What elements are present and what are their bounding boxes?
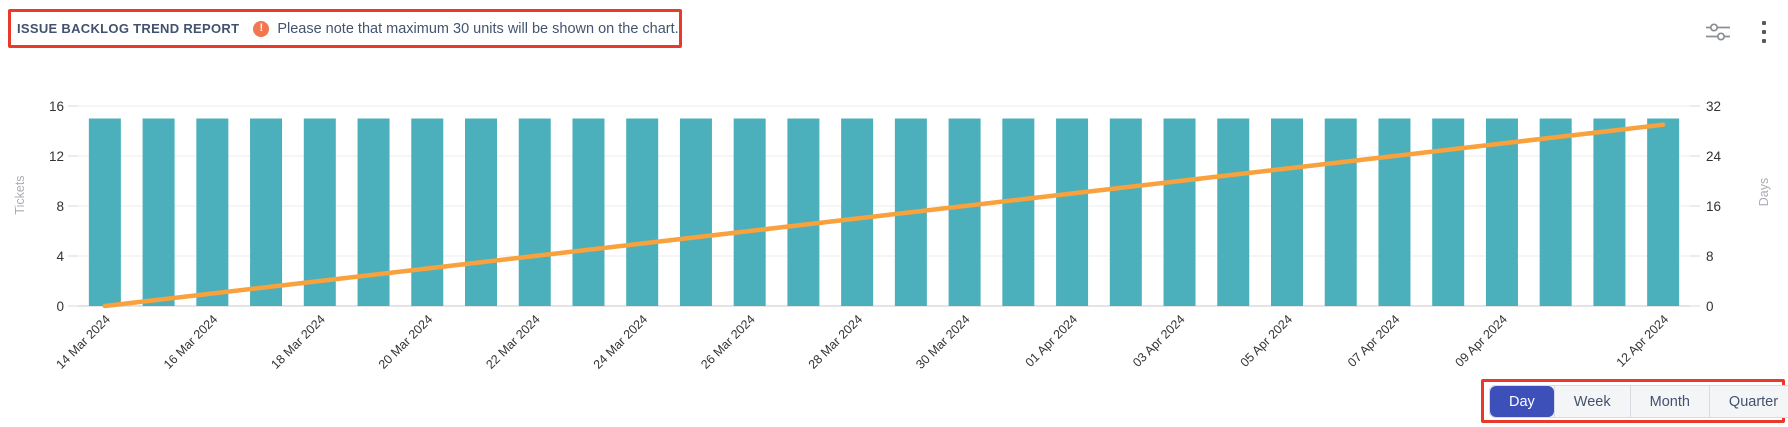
bar[interactable]: [1271, 118, 1303, 307]
x-axis-tick-label: 12 Apr 2024: [1614, 312, 1672, 370]
right-axis-tick-label: 32: [1706, 99, 1721, 114]
period-switcher: Day Week Month Quarter: [1489, 385, 1788, 418]
bar[interactable]: [250, 118, 283, 307]
x-axis-tick-label: 16 Mar 2024: [161, 312, 221, 372]
trend-line[interactable]: [102, 122, 1666, 309]
period-button-quarter[interactable]: Quarter: [1708, 386, 1788, 417]
bar[interactable]: [1217, 118, 1250, 307]
x-axis-tick-label: 18 Mar 2024: [268, 312, 328, 372]
bar[interactable]: [572, 118, 605, 307]
bar[interactable]: [303, 118, 336, 307]
period-button-week[interactable]: Week: [1553, 386, 1630, 417]
bar[interactable]: [1002, 118, 1035, 307]
left-axis-tick-label: 12: [49, 149, 64, 164]
x-axis-tick-label: 05 Apr 2024: [1238, 312, 1296, 370]
bar[interactable]: [1056, 118, 1089, 307]
right-axis-tick-label: 24: [1706, 149, 1722, 164]
left-axis-tick-label: 8: [56, 199, 64, 214]
period-button-day[interactable]: Day: [1490, 386, 1554, 417]
bar[interactable]: [1163, 118, 1196, 307]
bar[interactable]: [1324, 118, 1357, 307]
x-axis-tick-label: 28 Mar 2024: [806, 312, 866, 372]
right-axis-tick-label: 0: [1706, 299, 1714, 314]
report-title: ISSUE BACKLOG TREND REPORT: [17, 21, 240, 36]
x-axis-tick-label: 26 Mar 2024: [698, 312, 758, 372]
x-axis-tick-label: 01 Apr 2024: [1023, 312, 1081, 370]
bar[interactable]: [733, 118, 766, 307]
bar[interactable]: [1539, 118, 1572, 307]
bar[interactable]: [787, 118, 820, 307]
bar[interactable]: [948, 118, 981, 307]
bar[interactable]: [411, 118, 444, 307]
bar[interactable]: [196, 118, 229, 307]
period-button-month[interactable]: Month: [1629, 386, 1709, 417]
x-axis-tick-label: 09 Apr 2024: [1452, 312, 1510, 370]
bar[interactable]: [1647, 118, 1680, 307]
x-axis-tick-label: 14 Mar 2024: [53, 312, 113, 372]
left-axis-tick-label: 16: [49, 99, 64, 114]
right-axis-tick-label: 8: [1706, 249, 1714, 264]
sliders-icon[interactable]: [1702, 19, 1734, 45]
bar[interactable]: [1378, 118, 1411, 307]
x-axis-tick-label: 03 Apr 2024: [1130, 312, 1188, 370]
x-axis-tick-label: 24 Mar 2024: [591, 312, 651, 372]
bar[interactable]: [1109, 118, 1142, 307]
x-axis-tick-label: 22 Mar 2024: [483, 312, 543, 372]
chart-toolbar: [1702, 18, 1772, 46]
x-axis-tick-label: 20 Mar 2024: [376, 312, 436, 372]
bar[interactable]: [1485, 118, 1518, 307]
left-axis-title: Tickets: [13, 175, 27, 214]
exclamation-circle-icon: !: [253, 20, 270, 37]
left-axis-tick-label: 0: [56, 299, 64, 314]
bar[interactable]: [465, 118, 497, 307]
sliders-icon-glyph: [1706, 23, 1730, 41]
bar[interactable]: [142, 118, 175, 307]
bar[interactable]: [841, 118, 874, 307]
bar[interactable]: [88, 118, 121, 307]
right-axis-title: Days: [1757, 178, 1771, 206]
left-axis-tick-label: 4: [56, 249, 64, 264]
bar[interactable]: [1593, 118, 1626, 307]
x-axis-tick-label: 30 Mar 2024: [913, 312, 973, 372]
kebab-menu-icon[interactable]: [1756, 18, 1772, 46]
x-axis-tick-label: 07 Apr 2024: [1345, 312, 1403, 370]
right-axis-tick-label: 16: [1706, 199, 1721, 214]
bar[interactable]: [518, 118, 551, 307]
bar[interactable]: [626, 118, 659, 307]
report-header-annotation-box: ISSUE BACKLOG TREND REPORT ! Please note…: [8, 9, 682, 48]
bar[interactable]: [679, 118, 712, 307]
max-units-note: Please note that maximum 30 units will b…: [277, 20, 679, 37]
